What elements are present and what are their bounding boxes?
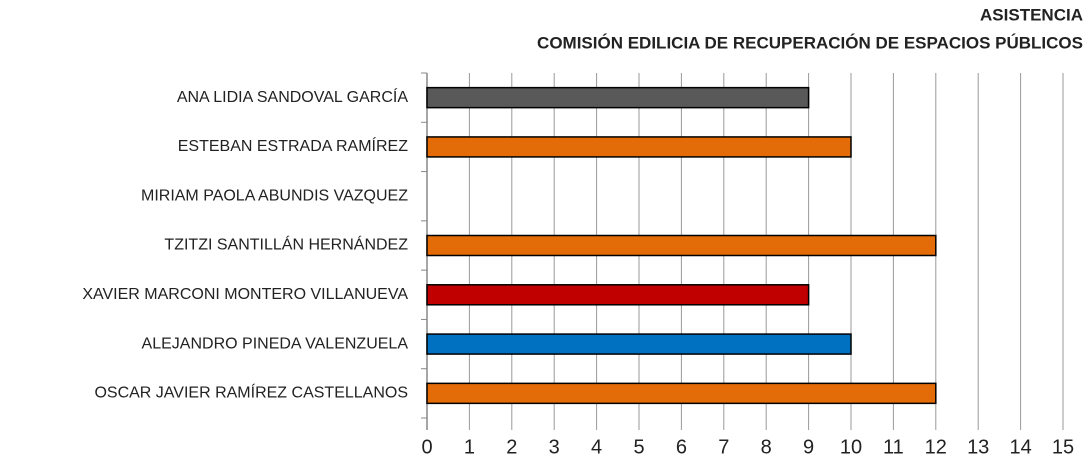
- bar: [426, 234, 937, 257]
- x-tick-label: 1: [464, 436, 475, 458]
- x-tick-label: 3: [549, 436, 560, 458]
- x-tick-label: 4: [591, 436, 602, 458]
- y-tick-label: OSCAR JAVIER RAMÍREZ CASTELLANOS: [94, 383, 408, 402]
- x-tick-label: 0: [421, 436, 432, 458]
- x-tick-label: 2: [506, 436, 517, 458]
- bar: [426, 136, 852, 158]
- y-tick-label: MIRIAM PAOLA ABUNDIS VAZQUEZ: [141, 187, 408, 204]
- x-tick-label: 13: [967, 436, 989, 458]
- bar: [426, 333, 852, 355]
- bar: [426, 382, 937, 405]
- chart-title: ASISTENCIA: [980, 5, 1083, 24]
- x-tick-label: 8: [761, 436, 772, 458]
- x-tick-label: 14: [1009, 436, 1031, 458]
- y-tick-label: ANA LIDIA SANDOVAL GARCÍA: [177, 87, 409, 106]
- x-tick-label: 10: [840, 436, 862, 458]
- bar: [426, 86, 810, 109]
- y-tick-label: XAVIER MARCONI MONTERO VILLANUEVA: [82, 286, 408, 303]
- x-tick-label: 11: [883, 436, 904, 458]
- x-tick-label: 6: [676, 436, 687, 458]
- x-tick-label: 12: [925, 436, 947, 458]
- chart-subtitle: COMISIÓN EDILICIA DE RECUPERACIÓN DE ESP…: [537, 33, 1083, 52]
- x-tick-label: 15: [1052, 436, 1074, 458]
- y-tick-label: TZITZI SANTILLÁN HERNÁNDEZ: [164, 235, 408, 254]
- x-tick-label: 5: [633, 436, 644, 458]
- y-tick-label: ALEJANDRO PINEDA VALENZUELA: [142, 335, 409, 352]
- x-tick-label: 9: [803, 436, 814, 458]
- x-tick-label: 7: [718, 436, 729, 458]
- y-tick-label: ESTEBAN ESTRADA RAMÍREZ: [178, 136, 408, 155]
- bar: [426, 284, 810, 306]
